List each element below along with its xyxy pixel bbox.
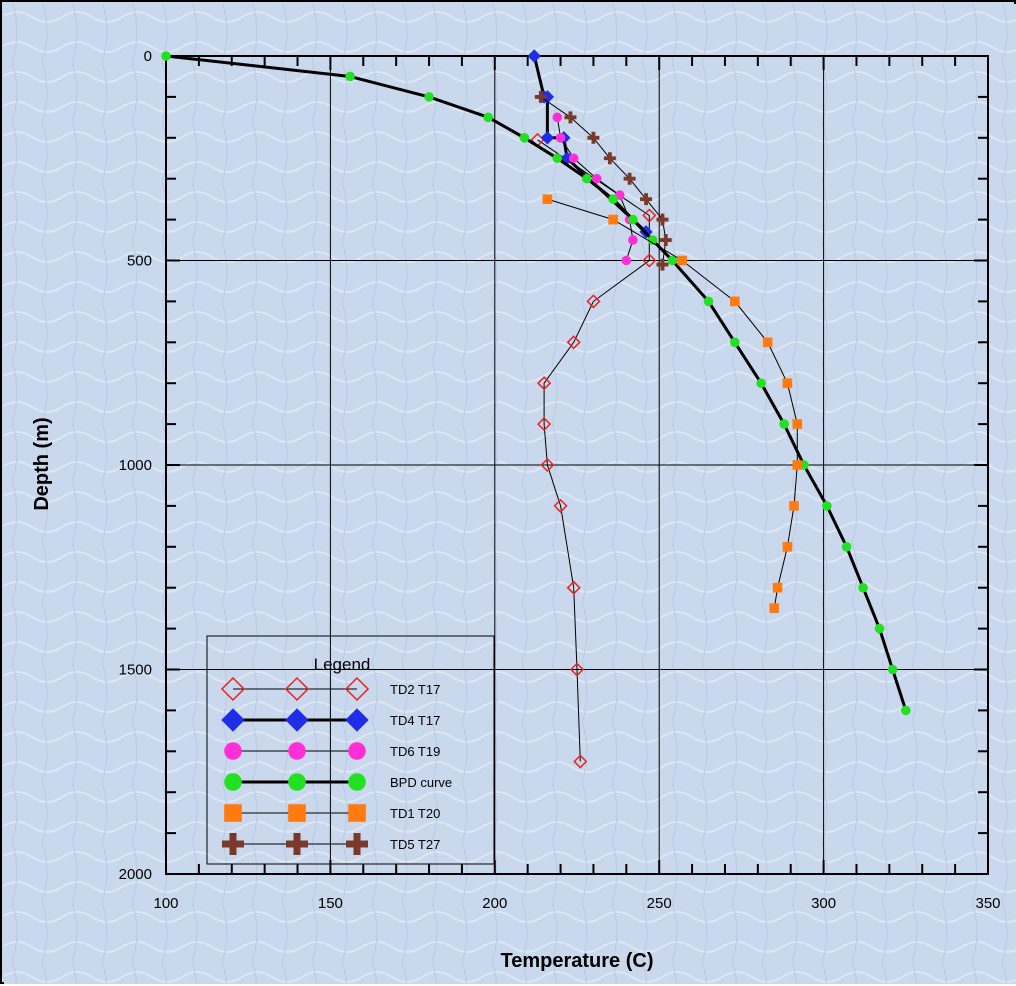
legend-label: TD6 T19 xyxy=(390,744,440,759)
data-point xyxy=(288,804,306,822)
y-tick-label: 2000 xyxy=(119,866,152,883)
y-tick-label: 500 xyxy=(127,253,152,270)
data-point xyxy=(608,215,618,225)
data-point xyxy=(822,501,832,511)
y-axis-title: Depth (m) xyxy=(31,417,53,510)
data-point xyxy=(783,378,793,388)
data-point xyxy=(424,92,434,102)
data-point xyxy=(569,153,579,163)
data-point xyxy=(552,113,562,123)
data-point xyxy=(677,256,687,266)
data-point xyxy=(348,804,366,822)
data-point xyxy=(783,542,793,552)
data-point xyxy=(348,742,366,760)
data-point xyxy=(888,665,898,675)
legend-title: Legend xyxy=(314,655,371,674)
data-point xyxy=(756,378,766,388)
data-point xyxy=(288,773,306,791)
x-tick-label: 150 xyxy=(318,895,343,912)
data-point xyxy=(622,256,632,266)
data-point xyxy=(345,72,355,82)
data-point xyxy=(901,706,911,716)
data-point xyxy=(763,338,773,348)
legend-label: TD1 T20 xyxy=(390,806,440,821)
y-tick-label: 0 xyxy=(144,48,152,65)
y-tick-label: 1500 xyxy=(119,662,152,679)
data-point xyxy=(704,297,714,307)
y-tick-label: 1000 xyxy=(119,457,152,474)
data-point xyxy=(730,338,740,348)
x-tick-label: 100 xyxy=(153,895,178,912)
data-point xyxy=(582,174,592,184)
data-point xyxy=(520,133,530,143)
data-point xyxy=(779,419,789,429)
x-tick-label: 300 xyxy=(811,895,836,912)
data-point xyxy=(161,51,171,61)
x-tick-label: 250 xyxy=(647,895,672,912)
data-point xyxy=(348,773,366,791)
data-point xyxy=(543,194,553,204)
data-point xyxy=(730,297,740,307)
data-point xyxy=(224,804,242,822)
data-point xyxy=(288,742,306,760)
data-point xyxy=(789,501,799,511)
data-point xyxy=(792,419,802,429)
data-point xyxy=(769,603,779,613)
data-point xyxy=(875,624,885,634)
x-tick-label: 350 xyxy=(975,895,1000,912)
x-axis-title: Temperature (C) xyxy=(501,950,654,972)
data-point xyxy=(628,235,638,245)
x-tick-label: 200 xyxy=(482,895,507,912)
data-point xyxy=(556,133,566,143)
data-point xyxy=(224,742,242,760)
data-point xyxy=(483,113,493,123)
data-point xyxy=(552,153,562,163)
chart-background xyxy=(4,4,1016,984)
data-point xyxy=(858,583,868,593)
data-point xyxy=(773,583,783,593)
legend-label: TD5 T27 xyxy=(390,837,440,852)
data-point xyxy=(224,773,242,791)
data-point xyxy=(608,194,618,204)
legend-label: TD2 T17 xyxy=(390,682,440,697)
legend-label: BPD curve xyxy=(390,775,452,790)
data-point xyxy=(792,460,802,470)
data-point xyxy=(842,542,852,552)
legend-label: TD4 T17 xyxy=(390,713,440,728)
data-point xyxy=(628,215,638,225)
